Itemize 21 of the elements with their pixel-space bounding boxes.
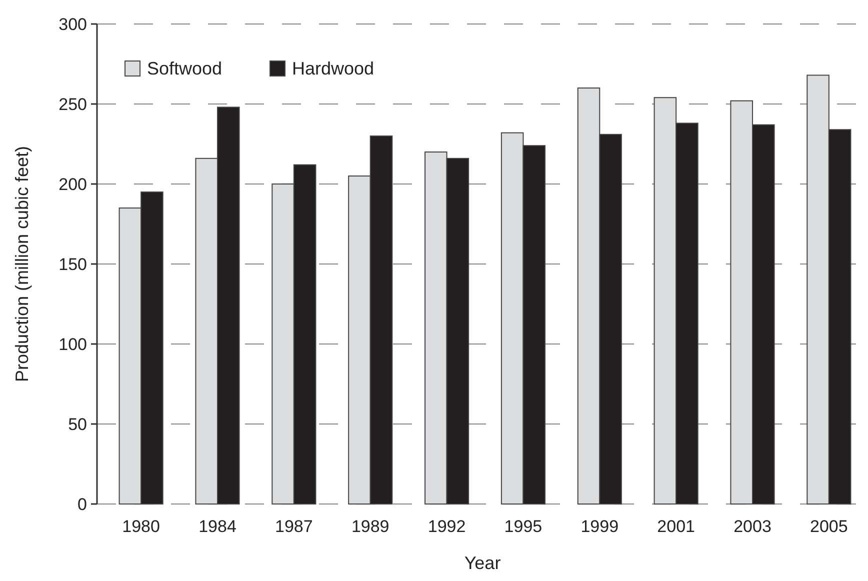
x-tick-label: 1989 xyxy=(351,517,390,536)
y-tick-label: 250 xyxy=(58,94,87,114)
x-tick-label: 2005 xyxy=(810,517,848,536)
y-tick-label: 150 xyxy=(58,254,87,274)
legend-label: Softwood xyxy=(147,58,222,78)
x-tick-label: 1980 xyxy=(122,517,160,536)
y-axis-title: Production (million cubic feet) xyxy=(12,146,32,382)
y-tick-label: 100 xyxy=(58,334,87,354)
y-tick-label: 0 xyxy=(78,494,87,514)
x-axis-title: Year xyxy=(464,553,501,573)
x-tick-label: 2003 xyxy=(734,517,772,536)
y-tick-label: 50 xyxy=(68,414,87,434)
x-tick-label: 2001 xyxy=(657,517,695,536)
x-tick-label: 1999 xyxy=(580,517,619,536)
legend-label: Hardwood xyxy=(292,58,374,78)
x-tick-label: 1984 xyxy=(198,517,236,536)
x-tick-label: 1992 xyxy=(428,517,466,536)
y-tick-label: 200 xyxy=(58,174,87,194)
y-tick-label: 300 xyxy=(58,14,87,34)
x-tick-label: 1987 xyxy=(275,517,313,536)
x-tick-label: 1995 xyxy=(504,517,542,536)
